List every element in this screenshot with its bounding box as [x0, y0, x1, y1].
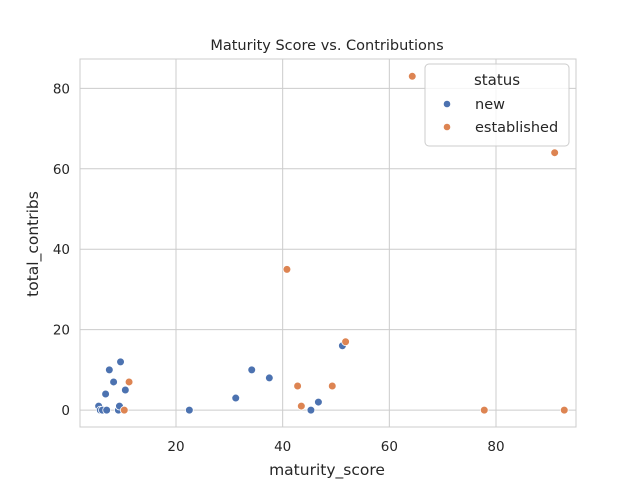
point-established — [407, 71, 417, 81]
point-new — [121, 385, 130, 395]
y-tick-labels: 0 20 40 60 80 — [53, 81, 70, 419]
point-new — [265, 373, 274, 383]
y-tick-label: 40 — [53, 242, 70, 258]
y-tick-label: 20 — [53, 323, 70, 339]
y-axis-label: total_contribs — [24, 191, 43, 297]
point-established — [559, 405, 569, 415]
point-new — [116, 357, 125, 367]
plot-frame — [79, 58, 577, 428]
point-established — [341, 337, 350, 347]
point-established — [479, 405, 489, 415]
point-new — [185, 405, 194, 415]
legend-label-established: established — [475, 120, 558, 136]
point-new — [314, 397, 323, 407]
point-established — [293, 381, 302, 391]
legend: status new established — [424, 63, 570, 147]
point-new — [231, 393, 241, 403]
y-tick-label: 60 — [53, 162, 70, 178]
y-tick-label: 0 — [61, 403, 70, 419]
point-established — [297, 401, 306, 411]
point-new — [101, 389, 110, 399]
point-established — [327, 381, 337, 391]
point-new — [306, 405, 316, 415]
point-established — [550, 148, 559, 158]
chart-title: Maturity Score vs. Contributions — [210, 38, 443, 54]
y-tick-label: 80 — [53, 81, 70, 97]
legend-title: status — [474, 71, 520, 89]
x-tick-label: 80 — [487, 439, 504, 455]
x-tick-label: 40 — [274, 439, 291, 455]
legend-marker-established — [442, 122, 452, 132]
x-tick-label: 60 — [381, 439, 398, 455]
x-tick-label: 20 — [167, 439, 184, 455]
x-axis-label: maturity_score — [269, 461, 385, 480]
point-established — [124, 377, 134, 387]
point-new — [247, 365, 257, 375]
point-established — [282, 265, 292, 274]
legend-label-new: new — [475, 97, 505, 113]
legend-marker-new — [442, 99, 452, 109]
point-new — [102, 405, 111, 415]
legend-box — [424, 63, 570, 147]
point-new — [105, 365, 114, 375]
x-tick-labels: 20 40 60 80 — [167, 439, 504, 455]
data-points — [94, 71, 569, 415]
point-established — [119, 405, 129, 415]
point-new — [109, 377, 118, 387]
